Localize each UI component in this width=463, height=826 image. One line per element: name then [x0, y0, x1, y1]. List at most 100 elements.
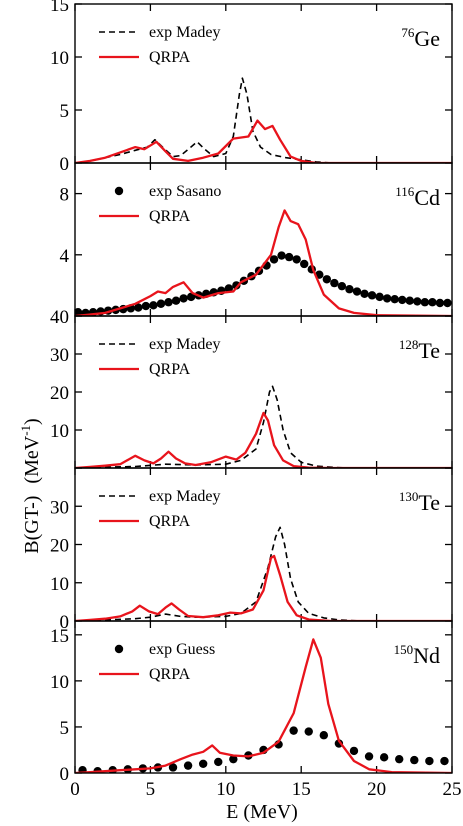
- panel-cd-116: 4 8 exp Sasano QRPA 116Cd: [60, 162, 453, 317]
- nucleus-mass: 76: [401, 25, 415, 40]
- x-axis-title: E (MeV): [226, 801, 298, 823]
- data-point: [334, 739, 344, 748]
- series-qrpa: [75, 638, 452, 773]
- data-point: [78, 766, 87, 773]
- data-point: [364, 752, 374, 761]
- legend-label: exp Guess: [149, 641, 215, 658]
- nucleus-label: 76Ge: [401, 25, 440, 51]
- series-exp-madey: [75, 385, 452, 468]
- y-tick-label: 10: [50, 574, 69, 595]
- legend-label: exp Madey: [149, 24, 221, 41]
- x-tick-label: 10: [216, 779, 235, 800]
- data-point: [382, 294, 392, 303]
- y-tick-label: 4: [60, 246, 70, 267]
- series-exp-guess: [78, 726, 449, 773]
- y-axis-title-main: B(GT-): [21, 496, 43, 554]
- y-tick-label: 20: [50, 383, 69, 404]
- data-point: [375, 292, 384, 302]
- y-tick-label: 15: [50, 626, 69, 647]
- legend-label: QRPA: [149, 666, 191, 683]
- series-line: [75, 385, 452, 468]
- legend-label: QRPA: [149, 49, 191, 66]
- data-point: [198, 759, 208, 768]
- panel-frame: [74, 620, 453, 774]
- data-point: [284, 252, 294, 262]
- y-tick-label: 10: [50, 48, 69, 69]
- y-tick-label: 20: [50, 536, 69, 557]
- data-point: [289, 726, 298, 735]
- data-point: [183, 761, 193, 770]
- data-point: [134, 303, 143, 312]
- series-exp-sasano: [75, 251, 452, 316]
- nucleus-mass: 130: [399, 489, 419, 504]
- y-tick-label: 0: [60, 154, 70, 175]
- data-point: [168, 763, 178, 772]
- data-point: [337, 281, 347, 291]
- nucleus-mass: 116: [395, 184, 415, 199]
- y-axis-title-unit: (MeV: [21, 435, 43, 483]
- series-line: [75, 638, 452, 773]
- data-point: [360, 289, 369, 299]
- data-point: [229, 754, 238, 764]
- legend-label: QRPA: [149, 361, 191, 378]
- data-point: [352, 287, 362, 296]
- data-point: [75, 307, 83, 316]
- data-point: [367, 291, 377, 300]
- series-qrpa: [75, 554, 452, 621]
- legend-label: exp Madey: [149, 336, 221, 353]
- series-qrpa: [75, 411, 452, 468]
- data-point: [390, 294, 399, 304]
- panel-frame: [74, 467, 453, 622]
- legend-label: QRPA: [149, 208, 191, 225]
- data-point: [435, 298, 445, 308]
- legend-marker: [114, 186, 124, 196]
- series-line: [75, 77, 452, 163]
- x-axis-tick-labels: 0 5 10 15 20 25: [70, 779, 461, 800]
- data-point: [413, 297, 422, 306]
- data-point: [300, 259, 309, 269]
- legend-label: exp Sasano: [149, 183, 221, 200]
- data-point: [232, 281, 241, 290]
- data-point: [277, 251, 286, 260]
- y-axis-title-unit-sup: -1: [18, 425, 33, 436]
- data-point: [164, 298, 173, 307]
- data-point: [304, 727, 313, 736]
- data-point: [322, 275, 332, 284]
- x-tick-label: 25: [443, 779, 462, 800]
- data-point: [269, 255, 279, 264]
- data-point: [440, 756, 449, 766]
- data-point: [420, 298, 430, 307]
- nucleus-symbol: Cd: [414, 185, 440, 210]
- series-line: [75, 119, 452, 163]
- data-point: [224, 284, 234, 293]
- series-qrpa: [75, 209, 452, 316]
- series-line: [75, 526, 452, 621]
- y-tick-label: 0: [60, 764, 70, 785]
- nucleus-label: 150Nd: [394, 642, 440, 668]
- y-tick-label: 40: [50, 307, 69, 328]
- nucleus-symbol: Nd: [413, 643, 440, 668]
- data-point: [349, 746, 359, 756]
- data-point: [379, 753, 389, 762]
- panel-frame: [74, 315, 453, 469]
- panel-frame: [74, 3, 453, 164]
- legend-label: QRPA: [149, 513, 191, 530]
- panel-nd-150: 0 5 10 15 exp Guess QRPA 150Nd: [50, 620, 453, 785]
- y-tick-label: 0: [60, 612, 70, 633]
- data-point: [171, 296, 181, 305]
- data-point: [186, 292, 196, 302]
- data-point: [425, 756, 434, 766]
- y-tick-label: 8: [60, 185, 70, 206]
- y-tick-label: 5: [60, 718, 70, 739]
- y-tick-label: 15: [50, 0, 69, 16]
- y-tick-label: 5: [60, 101, 70, 122]
- data-point: [330, 278, 339, 288]
- nucleus-label: 130Te: [399, 489, 440, 515]
- y-tick-label: 10: [50, 421, 69, 442]
- x-tick-label: 5: [146, 779, 156, 800]
- data-point: [141, 301, 151, 311]
- legend-marker: [114, 644, 124, 654]
- y-axis-title-unit-close: ): [21, 418, 43, 425]
- x-tick-label: 0: [70, 779, 80, 800]
